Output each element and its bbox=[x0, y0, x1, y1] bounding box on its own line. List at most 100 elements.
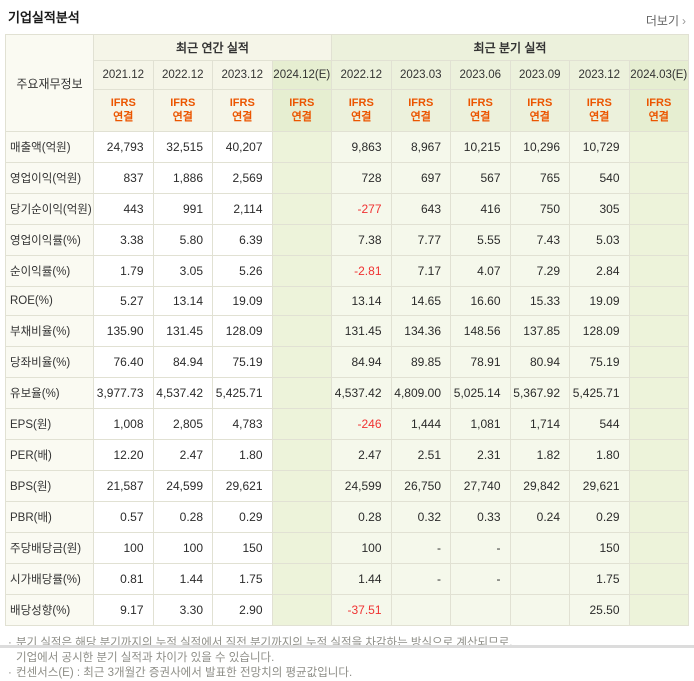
value-cell: 84.94 bbox=[152, 346, 213, 378]
value-cell: 2,114 bbox=[212, 193, 273, 225]
value-cell: 697 bbox=[390, 162, 451, 194]
value-cell: 0.28 bbox=[152, 501, 213, 533]
value-cell: 24,599 bbox=[152, 470, 213, 502]
accounting-standard-header: IFRS 연결 bbox=[93, 89, 154, 132]
value-cell: 1.80 bbox=[569, 439, 630, 471]
value-cell bbox=[271, 255, 332, 287]
accounting-standard-header: IFRS 연결 bbox=[509, 89, 570, 132]
value-cell bbox=[271, 563, 332, 595]
value-cell bbox=[628, 162, 689, 194]
accounting-standard-header: IFRS 연결 bbox=[390, 89, 451, 132]
value-cell bbox=[628, 377, 689, 409]
table-row: 부채비율(%) 135.90 131.45 128.09 131.45 134.36 148… bbox=[5, 315, 689, 347]
value-cell: 5.80 bbox=[152, 224, 213, 256]
value-cell: 0.29 bbox=[212, 501, 273, 533]
value-cell: 15.33 bbox=[509, 286, 570, 316]
more-link[interactable]: 더보기 › bbox=[646, 12, 686, 29]
chevron-right-icon: › bbox=[682, 14, 686, 28]
value-cell: 12.20 bbox=[93, 439, 154, 471]
value-cell: 765 bbox=[509, 162, 570, 194]
table-row: ROE(%) 5.27 13.14 19.09 13.14 14.65 16.60 15.33… bbox=[5, 286, 689, 316]
value-cell bbox=[271, 346, 332, 378]
value-cell: 443 bbox=[93, 193, 154, 225]
value-cell: 2,569 bbox=[212, 162, 273, 194]
value-cell bbox=[271, 131, 332, 163]
value-cell bbox=[271, 439, 332, 471]
value-cell bbox=[628, 255, 689, 287]
value-cell bbox=[628, 286, 689, 316]
value-cell bbox=[271, 408, 332, 440]
value-cell: 5,425.71 bbox=[569, 377, 630, 409]
section-header: 기업실적분석 더보기 › bbox=[5, 0, 689, 34]
value-cell bbox=[509, 594, 570, 626]
row-label: 시가배당률(%) bbox=[5, 563, 94, 595]
value-cell: 1,081 bbox=[450, 408, 511, 440]
value-cell: -37.51 bbox=[331, 594, 392, 626]
value-cell: 0.24 bbox=[509, 501, 570, 533]
corner-header: 주요재무정보 bbox=[5, 34, 94, 132]
value-cell: 1,886 bbox=[152, 162, 213, 194]
value-cell: 1.75 bbox=[569, 563, 630, 595]
value-cell bbox=[271, 594, 332, 626]
accounting-standard-header: IFRS 연결 bbox=[271, 89, 332, 132]
value-cell: 1.79 bbox=[93, 255, 154, 287]
value-cell bbox=[628, 315, 689, 347]
value-cell: 131.45 bbox=[331, 315, 392, 347]
value-cell: 29,842 bbox=[509, 470, 570, 502]
table-row: BPS(원) 21,587 24,599 29,621 24,599 26,750 27,7… bbox=[5, 470, 689, 502]
value-cell: 9,863 bbox=[331, 131, 392, 163]
value-cell: 150 bbox=[569, 532, 630, 564]
row-label: 영업이익률(%) bbox=[5, 224, 94, 256]
value-cell: 14.65 bbox=[390, 286, 451, 316]
row-label: 당기순이익(억원) bbox=[5, 193, 94, 225]
group-header: 최근 연간 실적 bbox=[93, 34, 332, 61]
value-cell: 100 bbox=[331, 532, 392, 564]
value-cell: 5,367.92 bbox=[509, 377, 570, 409]
value-cell: 13.14 bbox=[331, 286, 392, 316]
value-cell: 9.17 bbox=[93, 594, 154, 626]
footnote-line: · 분기 실적은 해당 분기까지의 누적 실적에서 직전 분기까지의 누적 실적을… bbox=[8, 636, 686, 651]
value-cell: 24,793 bbox=[93, 131, 154, 163]
value-cell: 19.09 bbox=[569, 286, 630, 316]
value-cell: - bbox=[390, 532, 451, 564]
value-cell: 16.60 bbox=[450, 286, 511, 316]
value-cell: 6.39 bbox=[212, 224, 273, 256]
value-cell: 89.85 bbox=[390, 346, 451, 378]
value-cell: 5.27 bbox=[93, 286, 154, 316]
value-cell bbox=[390, 594, 451, 626]
value-cell: 4,783 bbox=[212, 408, 273, 440]
value-cell: 78.91 bbox=[450, 346, 511, 378]
value-cell: -277 bbox=[331, 193, 392, 225]
footnote-line: · 컨센서스(E) : 최근 3개월간 증권사에서 발표한 전망치의 평균값입니다… bbox=[8, 666, 686, 681]
value-cell: 135.90 bbox=[93, 315, 154, 347]
footnote-text: 기업에서 공시한 분기 실적과 차이가 있을 수 있습니다. bbox=[16, 652, 275, 664]
period-header: 2023.12 bbox=[212, 60, 273, 90]
value-cell: 2.51 bbox=[390, 439, 451, 471]
period-header: 2023.09 bbox=[509, 60, 570, 90]
table-row: 영업이익률(%) 3.38 5.80 6.39 7.38 7.77 5.55 7.43 5.03 bbox=[5, 224, 689, 256]
table-row: 매출액(억원) 24,793 32,515 40,207 9,863 8,967 10,21… bbox=[5, 131, 689, 163]
value-cell: - bbox=[450, 532, 511, 564]
value-cell bbox=[628, 408, 689, 440]
value-cell: 1.82 bbox=[509, 439, 570, 471]
value-cell: 1.75 bbox=[212, 563, 273, 595]
period-header: 2022.12 bbox=[331, 60, 392, 90]
value-cell: 2.47 bbox=[331, 439, 392, 471]
value-cell: 148.56 bbox=[450, 315, 511, 347]
value-cell: 3.38 bbox=[93, 224, 154, 256]
value-cell: 8,967 bbox=[390, 131, 451, 163]
accounting-standard-header: IFRS 연결 bbox=[331, 89, 392, 132]
value-cell: 3,977.73 bbox=[93, 377, 154, 409]
value-cell bbox=[271, 193, 332, 225]
value-cell: 27,740 bbox=[450, 470, 511, 502]
accounting-standard-header: IFRS 연결 bbox=[212, 89, 273, 132]
period-header: 2023.06 bbox=[450, 60, 511, 90]
value-cell: 643 bbox=[390, 193, 451, 225]
value-cell: 4,537.42 bbox=[152, 377, 213, 409]
table-row: PER(배) 12.20 2.47 1.80 2.47 2.51 2.31 1.82 1.80 bbox=[5, 439, 689, 471]
table-row: PBR(배) 0.57 0.28 0.29 0.28 0.32 0.33 0.24 0.29 bbox=[5, 501, 689, 533]
value-cell: 540 bbox=[569, 162, 630, 194]
value-cell: 10,296 bbox=[509, 131, 570, 163]
value-cell: 3.30 bbox=[152, 594, 213, 626]
